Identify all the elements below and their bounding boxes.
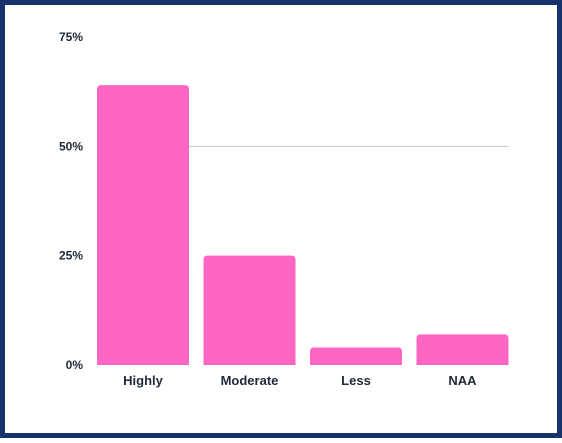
bars [97,85,509,366]
x-category-label: Moderate [221,373,279,388]
y-tick-label: 0% [66,358,84,372]
y-tick-label: 25% [59,249,83,263]
bar-highly [97,85,189,366]
x-axis-categories: Highly Moderate Less NAA [123,373,477,388]
x-category-label: Highly [123,373,163,388]
y-tick-label: 75% [59,30,83,44]
x-category-label: Less [341,373,371,388]
bar-less [310,347,402,365]
bar-chart: 0% 25% 50% 75% Highly Moderate Less NAA [59,30,509,388]
bar-moderate [203,255,296,365]
bar-naa [416,334,509,365]
y-tick-label: 50% [59,139,83,153]
y-axis-ticks: 0% 25% 50% 75% [59,30,83,372]
x-category-label: NAA [448,373,477,388]
